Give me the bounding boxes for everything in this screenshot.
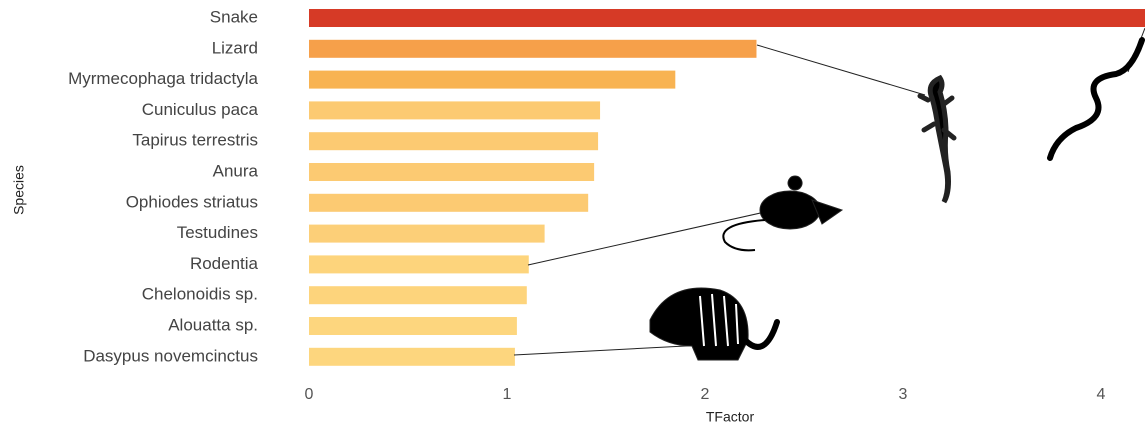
- mouse-silhouette: [759, 190, 821, 230]
- y-tick-label: Chelonoidis sp.: [142, 285, 258, 304]
- bar: [309, 9, 1145, 27]
- x-tick-label: 0: [305, 386, 314, 403]
- connector: [527, 211, 766, 266]
- bar: [309, 132, 599, 151]
- connector: [513, 344, 706, 356]
- y-tick-label: Tapirus terrestris: [132, 131, 258, 150]
- armadillo-bands: [699, 293, 739, 347]
- y-tick-label: Alouatta sp.: [168, 315, 258, 334]
- y-tick-label: Dasypus novemcinctus: [83, 346, 258, 365]
- bar: [309, 39, 757, 58]
- y-tick-label: Cuniculus paca: [142, 100, 259, 119]
- y-tick-label: Rodentia: [190, 254, 259, 273]
- mouse-tail: [722, 219, 766, 252]
- armadillo-tail: [742, 319, 780, 350]
- y-tick-label: Testudines: [177, 223, 258, 242]
- y-tick-label: Myrmecophaga tridactyla: [68, 69, 258, 88]
- bar: [309, 255, 529, 274]
- bar: [309, 70, 676, 89]
- bar: [309, 317, 517, 335]
- illustrations: [513, 27, 1145, 361]
- armadillo-silhouette: [649, 287, 749, 361]
- x-tick-label: 3: [899, 386, 908, 403]
- bar: [309, 224, 545, 243]
- x-tick-label: 1: [503, 386, 512, 403]
- bar: [309, 347, 515, 366]
- y-axis-title: Species: [11, 165, 27, 215]
- snake-silhouette: [1047, 37, 1145, 161]
- y-tick-label: Snake: [210, 7, 258, 26]
- mouse-head: [787, 175, 844, 225]
- x-tick-label: 2: [701, 386, 710, 403]
- x-axis-title: TFactor: [706, 409, 755, 425]
- y-tick-label: Ophiodes striatus: [126, 192, 258, 211]
- bar: [309, 101, 601, 120]
- y-tick-label: Anura: [213, 161, 259, 180]
- lizard-silhouette: [917, 74, 957, 204]
- connector: [756, 44, 926, 96]
- bar: [309, 193, 589, 212]
- bar: [309, 163, 595, 181]
- y-tick-label: Lizard: [212, 38, 258, 57]
- bar: [309, 286, 527, 305]
- x-tick-label: 4: [1097, 386, 1106, 403]
